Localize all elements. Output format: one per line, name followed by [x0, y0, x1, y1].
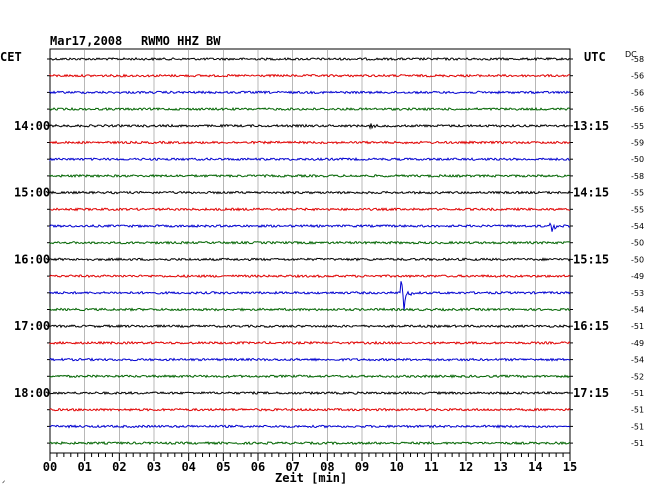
left-hour-label: 15:00 — [14, 186, 50, 200]
dc-offset-label: -51 — [631, 439, 644, 448]
dc-offset-label: -52 — [631, 372, 644, 381]
trace-row-19 — [49, 374, 571, 379]
trace-row-3 — [49, 106, 571, 112]
x-tick-label: 08 — [320, 460, 334, 474]
right-hour-label: 13:15 — [573, 119, 609, 133]
left-hour-label: 14:00 — [14, 119, 50, 133]
trace-row-20 — [49, 390, 571, 396]
trace-row-8 — [49, 190, 571, 195]
dc-offset-label: -56 — [631, 105, 644, 114]
dc-offset-label: -59 — [631, 139, 644, 148]
dc-offset-label: -55 — [631, 205, 644, 214]
left-hour-label: 17:00 — [14, 319, 50, 333]
right-hour-label: 17:15 — [573, 386, 609, 400]
dc-offset-label: -50 — [631, 155, 644, 164]
dc-offset-label: -56 — [631, 88, 644, 97]
trace-row-21 — [49, 407, 571, 412]
dc-offset-label: -51 — [631, 389, 644, 398]
trace-row-10 — [49, 222, 571, 232]
trace-row-4 — [49, 123, 571, 130]
dc-offset-label: -51 — [631, 422, 644, 431]
x-tick-label: 03 — [147, 460, 161, 474]
right-timezone-label: UTC — [584, 50, 606, 64]
plot-frame — [49, 48, 571, 454]
trace-row-18 — [49, 357, 571, 362]
trace-row-16 — [49, 324, 571, 329]
x-tick-label: 00 — [43, 460, 57, 474]
x-tick-label: 06 — [251, 460, 265, 474]
x-tick-label: 10 — [389, 460, 403, 474]
trace-row-11 — [49, 240, 571, 245]
trace-row-6 — [49, 157, 571, 162]
x-tick-label: 07 — [285, 460, 299, 474]
trace-row-1 — [49, 73, 570, 78]
right-hour-label: 16:15 — [573, 319, 609, 333]
trace-row-2 — [49, 90, 571, 95]
dc-label: DC — [625, 50, 637, 59]
trace-row-13 — [49, 273, 571, 279]
dc-offset-label: -51 — [631, 406, 644, 415]
dc-offset-label: -56 — [631, 72, 644, 81]
dc-offset-label: -58 — [631, 172, 644, 181]
trace-row-0 — [49, 56, 571, 62]
dc-offset-label: -50 — [631, 255, 644, 264]
trace-row-22 — [49, 424, 571, 429]
x-tick-label: 02 — [112, 460, 126, 474]
x-tick-label: 12 — [459, 460, 473, 474]
dc-offset-label: -53 — [631, 289, 644, 298]
x-tick-label: 13 — [493, 460, 507, 474]
dc-offset-label: -54 — [631, 306, 644, 315]
traces — [49, 56, 571, 446]
dc-offset-label: -54 — [631, 222, 644, 231]
trace-row-7 — [49, 173, 571, 179]
trace-row-23 — [49, 441, 571, 446]
dc-offset-label: -50 — [631, 239, 644, 248]
dc-offset-label: -55 — [631, 122, 644, 131]
x-tick-label: 01 — [77, 460, 91, 474]
corner-mark: ᐟ — [2, 479, 5, 488]
x-tick-label: 14 — [528, 460, 542, 474]
dc-offset-label: -55 — [631, 189, 644, 198]
trace-row-14 — [49, 281, 571, 311]
trace-row-5 — [49, 140, 571, 145]
right-hour-label: 15:15 — [573, 252, 609, 266]
grid — [47, 48, 573, 461]
left-hour-label: 16:00 — [14, 252, 50, 266]
labels: Mar17,2008 RWMO HHZ BW CET UTC DC Zeit [… — [0, 34, 644, 488]
dc-offset-label: -49 — [631, 272, 644, 281]
header-date: Mar17,2008 — [50, 34, 122, 48]
dc-offset-label: -49 — [631, 339, 644, 348]
trace-row-12 — [49, 257, 571, 262]
dc-offset-label: -54 — [631, 356, 644, 365]
header-station: RWMO HHZ BW — [141, 34, 221, 48]
trace-row-17 — [49, 340, 571, 345]
x-tick-label: 04 — [181, 460, 195, 474]
right-hour-label: 14:15 — [573, 186, 609, 200]
trace-row-9 — [49, 207, 571, 212]
trace-row-15 — [49, 306, 571, 312]
x-tick-label: 09 — [355, 460, 369, 474]
x-tick-label: 05 — [216, 460, 230, 474]
dc-offset-label: -51 — [631, 322, 644, 331]
x-tick-label: 15 — [563, 460, 577, 474]
dc-offset-label: -58 — [631, 55, 644, 64]
x-tick-label: 11 — [424, 460, 438, 474]
left-timezone-label: CET — [0, 50, 22, 64]
x-axis-label: Zeit [min] — [275, 471, 347, 485]
left-hour-label: 18:00 — [14, 386, 50, 400]
